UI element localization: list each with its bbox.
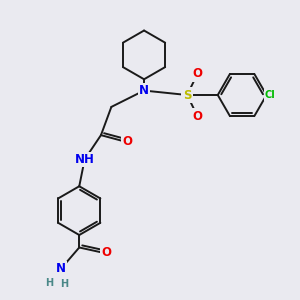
- Text: O: O: [101, 246, 111, 259]
- Text: S: S: [183, 88, 191, 101]
- Text: NH: NH: [75, 153, 94, 166]
- Text: H: H: [46, 278, 54, 288]
- Text: Cl: Cl: [265, 90, 275, 100]
- Text: N: N: [56, 262, 66, 275]
- Text: H: H: [60, 279, 68, 289]
- Text: O: O: [123, 135, 133, 148]
- Text: N: N: [139, 84, 149, 97]
- Text: O: O: [193, 67, 202, 80]
- Text: O: O: [193, 110, 202, 123]
